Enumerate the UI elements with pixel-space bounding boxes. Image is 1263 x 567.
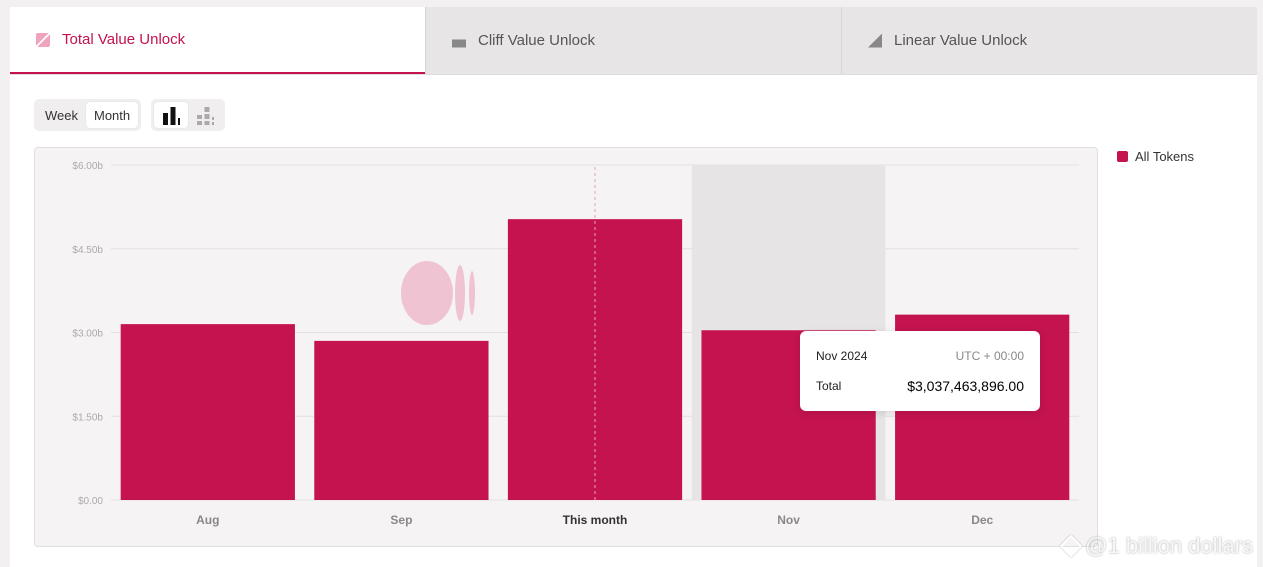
chart-controls: Week Month [34,99,226,131]
x-tick-label: Dec [971,513,993,527]
stacked-bar-chart-icon [197,107,215,125]
watermark-logo-icon [455,265,465,321]
tab-label: Cliff Value Unlock [478,32,595,49]
x-tick-label: Sep [390,513,412,527]
bar-chart-mode-button[interactable] [154,102,189,128]
tooltip-value: $3,037,463,896.00 [907,378,1024,394]
tooltip-timezone: UTC + 00:00 [955,349,1024,363]
tooltip-period: Nov 2024 [816,349,868,363]
watermark: @1 billion dollars [1059,533,1253,559]
bar-aug [120,324,295,500]
y-tick-label: $3.00b [72,329,103,340]
watermark-text: @1 billion dollars [1085,533,1253,558]
stacked-unlock-icon [36,32,50,47]
linear-unlock-icon [868,33,882,48]
tab-label: Linear Value Unlock [894,32,1028,49]
unlock-tabs: Total Value Unlock Cliff Value Unlock Li… [10,7,1257,75]
cliff-unlock-icon [452,33,466,48]
y-tick-label: $0.00 [78,496,103,507]
tab-total-value-unlock[interactable]: Total Value Unlock [10,7,425,74]
tab-linear-value-unlock[interactable]: Linear Value Unlock [841,7,1257,74]
x-tick-label: Aug [196,513,219,527]
period-toggle: Week Month [34,99,142,131]
week-button[interactable]: Week [45,107,78,123]
y-tick-label: $6.00b [72,161,103,172]
chart-tooltip: Nov 2024 UTC + 00:00 Total $3,037,463,89… [800,331,1040,411]
stacked-chart-mode-button[interactable] [188,102,222,128]
tooltip-label: Total [816,379,842,393]
y-tick-label: $4.50b [72,245,103,256]
x-tick-label: Nov [777,513,800,527]
legend-swatch [1117,151,1128,162]
tab-label: Total Value Unlock [62,31,186,48]
bar-chart-icon [163,107,181,125]
legend-label: All Tokens [1135,149,1195,164]
unlock-card: Total Value Unlock Cliff Value Unlock Li… [10,7,1257,567]
y-tick-label: $1.50b [72,412,103,423]
month-button[interactable]: Month [86,102,139,128]
tab-cliff-value-unlock[interactable]: Cliff Value Unlock [425,7,841,74]
bar-sep [314,340,489,500]
watermark-logo-icon [469,271,475,315]
chart-mode-toggle [151,99,226,131]
x-tick-label: This month [563,513,628,527]
watermark-logo-icon [401,261,453,325]
diamond-logo-icon [1059,534,1083,558]
chart-legend[interactable]: All Tokens [1117,149,1194,164]
